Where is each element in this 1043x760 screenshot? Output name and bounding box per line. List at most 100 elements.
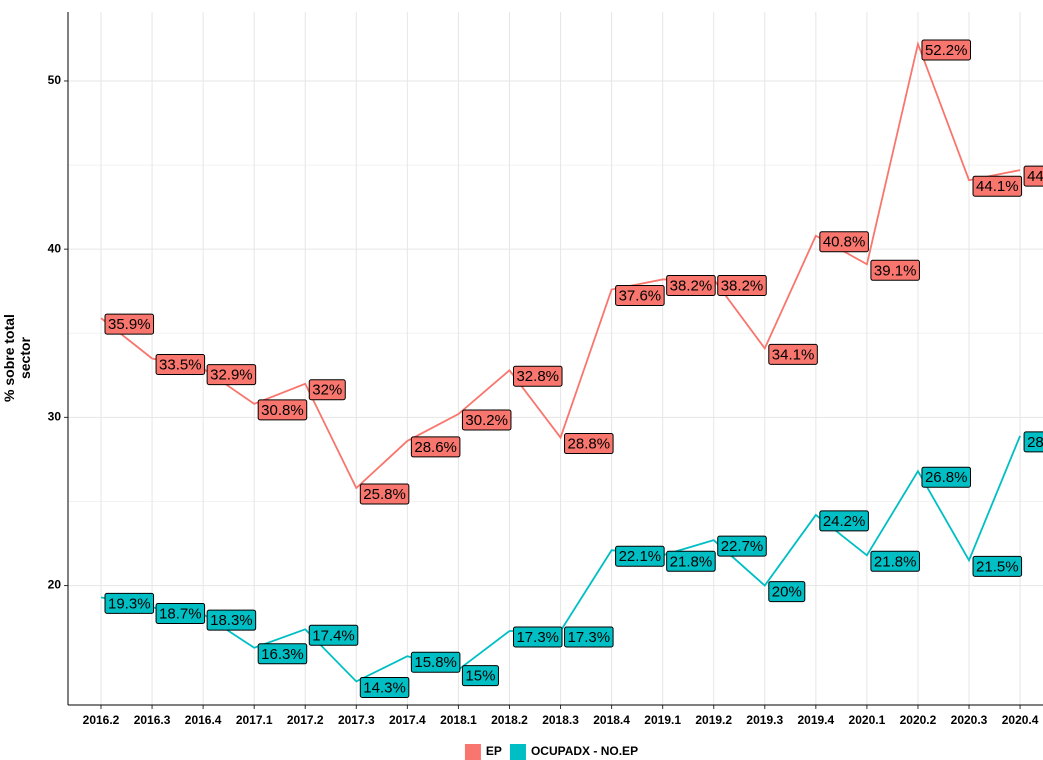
y-tick-label: 50	[48, 73, 62, 87]
value-label-box	[512, 365, 563, 387]
value-label-text: 17.3%	[568, 629, 611, 646]
value-label-box	[155, 354, 206, 375]
value-label: 18.3%	[206, 609, 257, 631]
value-label-box	[461, 665, 499, 687]
value-label-text: 21.8%	[670, 553, 713, 570]
value-label-box	[768, 581, 806, 603]
value-label-box	[359, 483, 410, 505]
value-label: 17.4%	[308, 624, 359, 646]
value-label-text: 20%	[772, 584, 802, 601]
x-tick-label: 2018.1	[440, 713, 477, 727]
x-tick-label: 2018.2	[491, 713, 528, 727]
value-label-box	[921, 39, 972, 61]
value-label: 35.9%	[104, 313, 155, 335]
y-tick-label: 20	[48, 578, 62, 592]
value-label-box	[410, 651, 461, 673]
value-label: 15%	[461, 665, 499, 687]
value-label: 30.8%	[257, 399, 308, 421]
y-tick-label: 40	[48, 241, 62, 255]
x-tick-label: 2016.4	[185, 713, 222, 727]
value-label: 22.7%	[717, 535, 767, 557]
value-label-box	[870, 550, 920, 572]
y-axis-label-line: % sobre total	[1, 314, 17, 402]
value-label-text: 28.6%	[414, 439, 457, 456]
value-label: 44.7%	[1023, 165, 1043, 187]
value-label: 32%	[308, 379, 346, 401]
value-label-text: 52.2%	[925, 42, 968, 59]
value-label: 28.9%	[1023, 431, 1043, 453]
value-label: 14.3%	[359, 676, 410, 698]
value-label: 38.2%	[717, 274, 767, 296]
value-label-text: 34.1%	[772, 346, 815, 363]
value-label: 20%	[768, 581, 806, 603]
value-label-box	[104, 313, 155, 335]
value-label-text: 16.3%	[261, 646, 304, 663]
x-tick-label: 2019.4	[797, 713, 834, 727]
value-label-box	[819, 510, 869, 532]
value-label: 24.2%	[819, 510, 869, 532]
x-tick-label: 2018.3	[542, 713, 579, 727]
value-label: 26.8%	[921, 466, 972, 488]
value-label: 32.8%	[512, 365, 563, 387]
value-label: 39.1%	[870, 259, 920, 281]
value-label-text: 30.8%	[261, 402, 304, 419]
value-label: 44.1%	[972, 175, 1023, 197]
value-label-box	[359, 676, 410, 698]
value-label-text: 19.3%	[108, 595, 151, 612]
value-label-box	[410, 436, 461, 458]
value-label-box	[257, 399, 308, 421]
value-label: 19.3%	[104, 592, 155, 614]
y-axis-label: % sobre totalsector	[1, 314, 33, 402]
x-tick-label: 2020.1	[849, 713, 886, 727]
value-label-text: 26.8%	[925, 469, 968, 486]
value-label-box	[308, 379, 346, 401]
value-label-text: 38.2%	[670, 277, 713, 294]
x-tick-label: 2017.2	[287, 713, 324, 727]
value-label-text: 21.5%	[976, 558, 1019, 575]
value-label-box	[1023, 431, 1043, 453]
value-label: 21.8%	[870, 550, 920, 572]
value-label-box	[206, 364, 257, 386]
x-tick-label: 2017.1	[236, 713, 273, 727]
value-label-text: 25.8%	[363, 486, 406, 503]
value-label-text: 38.2%	[721, 277, 764, 294]
value-label-box	[1023, 165, 1043, 187]
value-label-text: 40.8%	[823, 234, 866, 251]
x-tick-label: 2016.3	[134, 713, 171, 727]
value-label: 16.3%	[257, 643, 308, 665]
value-label-text: 44.1%	[976, 178, 1019, 195]
value-label: 32.9%	[206, 364, 257, 386]
value-label-box	[870, 259, 920, 281]
value-label-box	[666, 550, 716, 572]
value-label-text: 22.1%	[619, 548, 662, 565]
x-tick-label: 2019.2	[695, 713, 732, 727]
value-label: 25.8%	[359, 483, 410, 505]
value-label: 34.1%	[768, 343, 818, 365]
value-label-text: 44.7%	[1027, 168, 1043, 185]
value-label: 17.3%	[564, 626, 614, 648]
value-label-text: 18.7%	[159, 605, 202, 622]
value-label-box	[921, 466, 972, 488]
value-label-box	[206, 609, 257, 631]
x-tick-label: 2019.3	[746, 713, 783, 727]
value-label: 21.5%	[972, 555, 1023, 577]
value-label: 40.8%	[819, 231, 869, 253]
value-label-text: 18.3%	[210, 612, 253, 629]
value-label-box	[461, 409, 512, 431]
value-label-text: 33.5%	[159, 356, 202, 373]
value-label-box	[717, 274, 767, 296]
value-label-box	[717, 535, 767, 557]
value-label-box	[666, 274, 716, 296]
series-line	[100, 40, 1021, 490]
value-label-text: 15%	[465, 668, 495, 685]
value-label-text: 35.9%	[108, 316, 151, 333]
x-tick-label: 2019.1	[644, 713, 681, 727]
value-label-box	[564, 433, 614, 455]
value-label-box	[564, 626, 614, 648]
x-tick-label: 2017.3	[338, 713, 375, 727]
legend-label: OCUPADX - NO.EP	[531, 744, 638, 758]
value-label-text: 30.2%	[465, 412, 508, 429]
value-label-box	[512, 626, 563, 648]
value-label-text: 32.9%	[210, 367, 253, 384]
x-tick-label: 2016.2	[83, 713, 120, 727]
